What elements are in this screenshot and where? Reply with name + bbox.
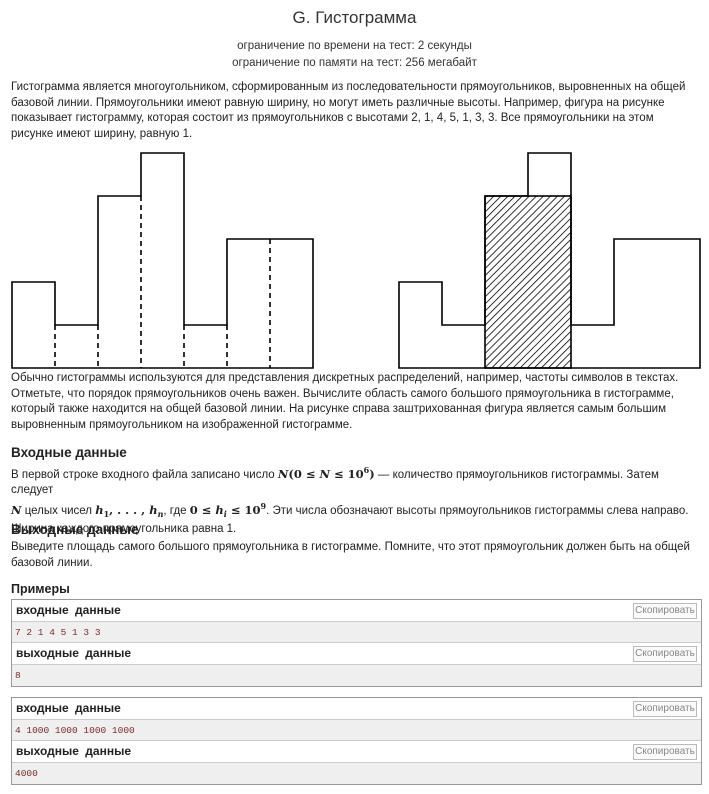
input-text-2: — количество прямоугольников гистограммы… <box>11 468 659 497</box>
input-text-5: . Эти числа обозначают высоты прямоуголь… <box>11 504 689 536</box>
copy-output-button[interactable]: Скопировать <box>633 646 697 662</box>
math-hrange-open: 0 ≤ <box>189 502 216 517</box>
math-hrange-mid: ≤ 10 <box>226 502 261 517</box>
input-text-3: целых чисел <box>21 504 96 517</box>
example-input-header: входные данные Скопировать <box>12 698 701 720</box>
input-text-1: В первой строке входного файла записано … <box>11 468 278 481</box>
example-input-data[interactable]: 4 1000 1000 1000 1000 <box>12 720 701 741</box>
math-hn: h <box>149 502 158 517</box>
example-input-header: входные данные Скопировать <box>12 600 701 622</box>
input-section-text: В первой строке входного файла записано … <box>0 463 709 538</box>
output-section-title: Выходные данные <box>11 522 139 537</box>
example-output-header: выходные данные Скопировать <box>12 643 701 665</box>
example-output-label: выходные данные <box>16 744 132 758</box>
example-input-label: входные данные <box>16 701 121 715</box>
example-1: входные данные Скопировать 7 2 1 4 5 1 3… <box>11 599 702 687</box>
statement-usage: Обычно гистограммы используются для пред… <box>11 372 679 431</box>
time-limit: ограничение по времени на тест: 2 секунд… <box>237 40 472 52</box>
largest-rectangle-hatched <box>484 195 572 369</box>
math-subi: i <box>223 508 227 519</box>
histogram-svg <box>11 152 701 369</box>
histogram-outline <box>11 152 314 369</box>
math-subn: n <box>157 508 164 519</box>
math-range-mid: ≤ 10 <box>330 466 364 481</box>
math-exp9: 9 <box>260 500 267 511</box>
math-dots: , . . . , <box>109 502 150 517</box>
math-hi: h <box>215 502 224 517</box>
example-input-data[interactable]: 7 2 1 4 5 1 3 3 <box>12 622 701 643</box>
math-h1: h <box>95 502 104 517</box>
example-output-label: выходные данные <box>16 646 132 660</box>
example-output-data[interactable]: 8 <box>12 665 701 686</box>
copy-input-button[interactable]: Скопировать <box>633 701 697 717</box>
example-2: входные данные Скопировать 4 1000 1000 1… <box>11 697 702 785</box>
histogram-figures <box>0 152 709 370</box>
math-range-open: (0 ≤ <box>288 466 320 481</box>
example-input-label: входные данные <box>16 603 121 617</box>
math-exp6: 6 <box>363 465 370 475</box>
input-text-4: , где <box>163 504 190 517</box>
memory-limit: ограничение по памяти на тест: 256 мегаб… <box>232 57 477 69</box>
math-N-2: N <box>319 466 331 481</box>
output-section-text: Выведите площадь самого большого прямоуг… <box>11 541 690 569</box>
problem-header: G. Гистограмма ограничение по времени на… <box>0 0 709 72</box>
histogram-outline <box>398 152 701 369</box>
problem-title: G. Гистограмма <box>292 8 417 27</box>
examples-title: Примеры <box>11 582 70 596</box>
math-N-3: N <box>11 502 22 517</box>
histogram-right <box>398 152 701 369</box>
example-output-header: выходные данные Скопировать <box>12 741 701 763</box>
histogram-left <box>11 152 314 369</box>
math-range-close: ) <box>369 466 375 481</box>
statement-intro: Гистограмма является многоугольником, сф… <box>11 81 686 140</box>
copy-output-button[interactable]: Скопировать <box>633 744 697 760</box>
math-N: N <box>277 466 289 481</box>
math-sub1: 1 <box>103 508 110 519</box>
input-section-title: Входные данные <box>11 445 127 460</box>
copy-input-button[interactable]: Скопировать <box>633 603 697 619</box>
example-output-data[interactable]: 4000 <box>12 763 701 784</box>
